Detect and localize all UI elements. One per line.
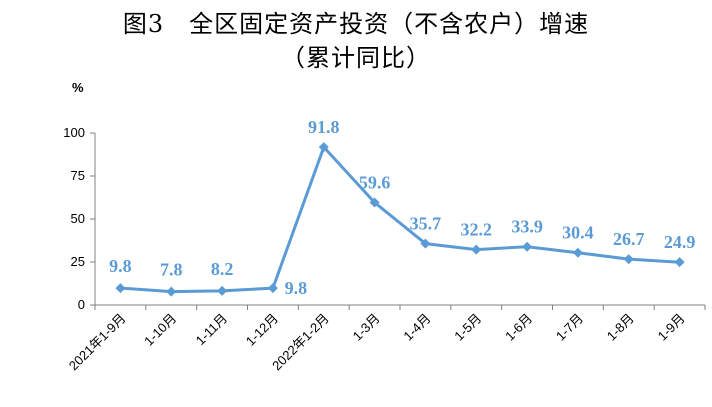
data-label: 33.9 bbox=[511, 217, 543, 237]
data-label: 24.9 bbox=[664, 232, 696, 252]
y-unit-label: % bbox=[72, 80, 84, 95]
data-label: 59.6 bbox=[359, 172, 391, 192]
chart-subtitle: （累计同比） bbox=[281, 44, 431, 72]
data-label: 91.8 bbox=[308, 117, 340, 137]
y-tick-label: 100 bbox=[63, 125, 85, 140]
x-tick-label: 1-8月 bbox=[604, 311, 637, 344]
data-point-marker bbox=[623, 254, 634, 265]
data-label: 35.7 bbox=[410, 214, 442, 234]
x-tick-label: 1-7月 bbox=[553, 311, 586, 344]
x-tick-label: 2021年1-9月 bbox=[66, 311, 129, 374]
x-tick-label: 1-5月 bbox=[451, 311, 484, 344]
data-point-marker bbox=[166, 286, 177, 297]
data-label: 7.8 bbox=[160, 260, 183, 280]
y-tick-label: 50 bbox=[71, 211, 85, 226]
data-label: 32.2 bbox=[461, 220, 493, 240]
data-point-marker bbox=[267, 283, 278, 294]
y-tick-label: 0 bbox=[78, 297, 85, 312]
data-label: 9.8 bbox=[109, 256, 132, 276]
data-point-marker bbox=[522, 241, 533, 252]
y-tick-label: 75 bbox=[71, 168, 85, 183]
data-point-marker bbox=[115, 283, 126, 294]
x-tick-label: 1-10月 bbox=[141, 311, 179, 349]
chart-title: 图3 全区固定资产投资（不含农户）增速 bbox=[122, 10, 590, 38]
data-point-marker bbox=[369, 197, 380, 208]
data-point-marker bbox=[572, 247, 583, 258]
series-line bbox=[120, 145, 680, 294]
x-tick-label: 1-11月 bbox=[193, 311, 231, 349]
x-tick-label: 1-3月 bbox=[350, 311, 383, 344]
x-tick-label: 1-4月 bbox=[400, 311, 433, 344]
data-point-marker bbox=[674, 257, 685, 268]
data-point-marker bbox=[217, 285, 228, 296]
data-point-marker bbox=[318, 142, 329, 153]
data-label: 8.2 bbox=[211, 259, 234, 279]
data-label: 30.4 bbox=[562, 223, 594, 243]
x-tick-label: 1-9月 bbox=[655, 311, 688, 344]
data-label: 26.7 bbox=[613, 229, 645, 249]
data-point-marker bbox=[471, 244, 482, 255]
data-point-marker bbox=[420, 238, 431, 249]
data-label: 9.8 bbox=[285, 278, 308, 298]
x-tick-label: 1-6月 bbox=[502, 311, 535, 344]
y-tick-label: 25 bbox=[71, 254, 85, 269]
x-tick-label: 1-12月 bbox=[243, 311, 281, 349]
